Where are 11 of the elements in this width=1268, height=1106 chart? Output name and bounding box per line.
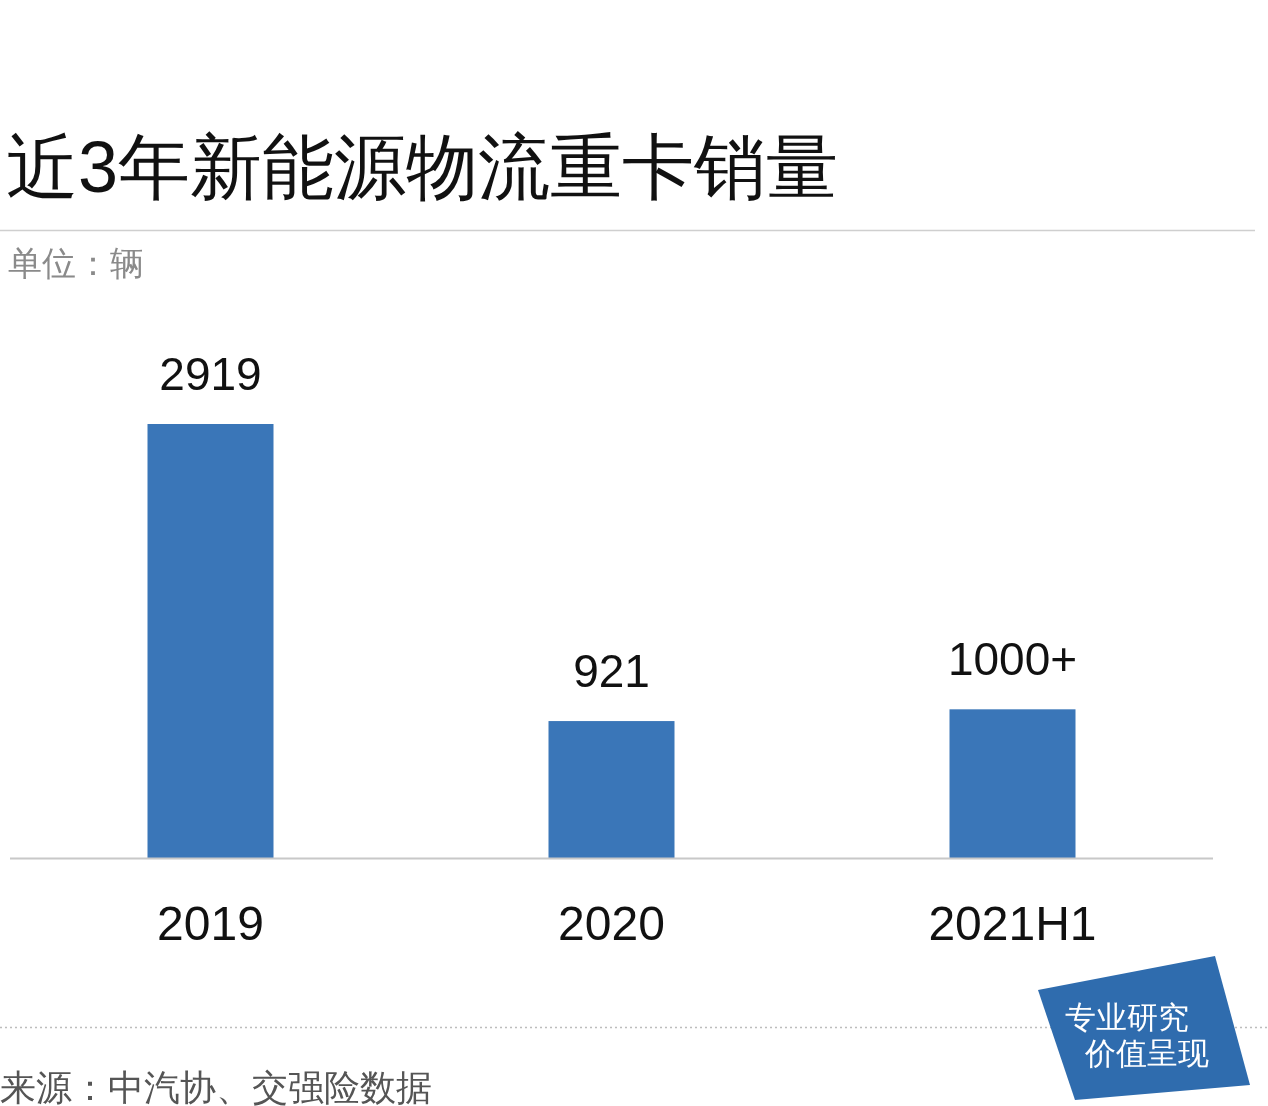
text: 专业研究 <box>1065 1000 1189 1035</box>
x-tick-label: 2019 <box>157 897 264 950</box>
data-label: 2919 <box>159 348 262 400</box>
text: 价值呈现 <box>1084 1036 1209 1071</box>
data-label: 1000+ <box>947 633 1078 686</box>
x-tick-label: 2021H1 <box>928 897 1097 950</box>
data-label: 921 <box>573 645 650 698</box>
source-note: 来源：中汽协、交强险数据 <box>0 1067 432 1106</box>
x-tick-label: 2020 <box>558 897 665 950</box>
chart-title: 近3年新能源物流重卡销量 <box>6 127 839 207</box>
chart-subtitle: 单位：辆 <box>8 244 144 282</box>
